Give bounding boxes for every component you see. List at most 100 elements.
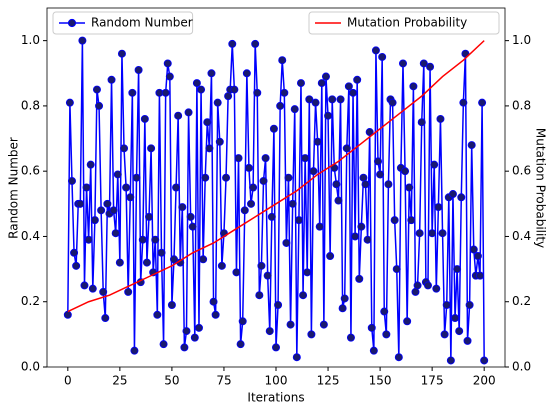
- marker: [95, 101, 104, 110]
- marker: [90, 216, 99, 225]
- marker: [186, 212, 195, 221]
- marker: [367, 323, 376, 332]
- marker: [107, 75, 116, 84]
- marker: [271, 343, 280, 352]
- y-axis-label: Random Number: [7, 137, 21, 239]
- marker: [194, 323, 203, 332]
- marker: [401, 167, 410, 176]
- marker: [398, 59, 407, 68]
- marker: [467, 141, 476, 150]
- legend-label: Random Number: [91, 16, 193, 30]
- marker: [130, 346, 139, 355]
- marker: [336, 95, 345, 104]
- marker: [346, 333, 355, 342]
- marker: [282, 238, 291, 247]
- marker: [357, 222, 366, 231]
- marker: [117, 49, 126, 58]
- marker: [80, 281, 89, 290]
- marker: [205, 144, 214, 153]
- y-tick-label: 0.2: [21, 294, 40, 308]
- marker: [428, 229, 437, 238]
- x-tick-label: 75: [216, 374, 231, 388]
- marker: [157, 248, 166, 257]
- marker: [469, 245, 478, 254]
- y-tick-label: 0.8: [21, 98, 40, 112]
- x-tick-label: 100: [265, 374, 288, 388]
- marker: [88, 284, 97, 293]
- marker: [430, 160, 439, 169]
- marker: [311, 98, 320, 107]
- x-tick-label: 25: [112, 374, 127, 388]
- marker: [201, 173, 210, 182]
- marker: [292, 353, 301, 362]
- marker: [261, 154, 270, 163]
- marker: [199, 255, 208, 264]
- marker: [453, 265, 462, 274]
- marker: [359, 173, 368, 182]
- marker: [253, 88, 262, 97]
- marker: [115, 258, 124, 267]
- marker: [242, 69, 251, 78]
- marker: [230, 85, 239, 94]
- marker: [213, 98, 222, 107]
- marker: [382, 330, 391, 339]
- x-tick-label: 50: [164, 374, 179, 388]
- marker: [222, 173, 231, 182]
- marker: [163, 59, 172, 68]
- marker: [113, 170, 122, 179]
- series-line: [67, 40, 485, 313]
- marker: [224, 92, 233, 101]
- marker: [97, 206, 106, 215]
- marker: [363, 235, 372, 244]
- legend-box: [52, 11, 194, 35]
- marker: [451, 314, 460, 323]
- marker: [238, 317, 247, 326]
- marker: [174, 111, 183, 120]
- x-axis-label: Iterations: [247, 391, 304, 405]
- marker: [259, 176, 268, 185]
- marker: [103, 199, 112, 208]
- marker: [380, 307, 389, 316]
- marker: [365, 128, 374, 137]
- marker: [328, 95, 337, 104]
- marker: [128, 88, 137, 97]
- y2-tick-label: 0.2: [512, 294, 531, 308]
- marker: [413, 281, 422, 290]
- marker: [290, 105, 299, 114]
- y-tick-label: 0.4: [21, 229, 40, 243]
- marker: [442, 300, 451, 309]
- marker: [448, 190, 457, 199]
- marker: [165, 72, 174, 81]
- marker: [344, 82, 353, 91]
- y2-tick-label: 0.8: [512, 98, 531, 112]
- marker: [138, 235, 147, 244]
- marker: [240, 206, 249, 215]
- marker: [132, 173, 141, 182]
- marker: [197, 85, 206, 94]
- marker: [263, 271, 272, 280]
- marker: [140, 114, 149, 123]
- marker: [436, 114, 445, 123]
- marker: [111, 229, 120, 238]
- marker: [457, 193, 466, 202]
- marker: [455, 327, 464, 336]
- marker: [203, 118, 212, 127]
- y2-axis-label: Mutation Probability: [534, 128, 548, 248]
- marker: [63, 310, 72, 319]
- marker: [190, 333, 199, 342]
- marker: [120, 144, 129, 153]
- marker: [147, 144, 156, 153]
- marker: [313, 137, 322, 146]
- legend-marker: [67, 18, 77, 28]
- marker: [180, 343, 189, 352]
- marker: [476, 271, 485, 280]
- marker: [305, 95, 314, 104]
- marker: [432, 284, 441, 293]
- marker: [184, 108, 193, 117]
- y-tick-label: 0.0: [21, 360, 40, 374]
- marker: [326, 252, 335, 261]
- marker: [249, 183, 258, 192]
- y2-tick-label: 0.6: [512, 164, 531, 178]
- marker: [153, 310, 162, 319]
